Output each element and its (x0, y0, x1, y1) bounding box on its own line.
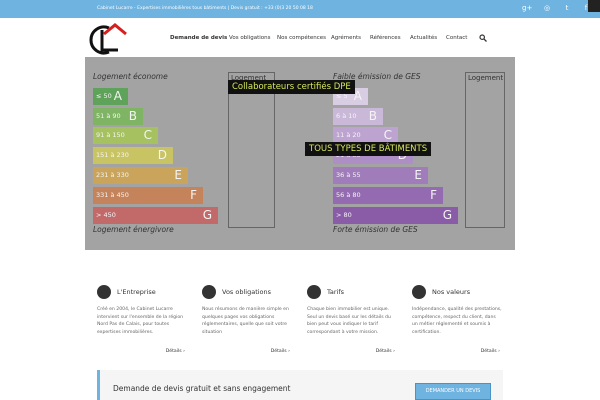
bar-letter: F (430, 188, 437, 202)
bar-range: 151 à 230 (96, 151, 129, 159)
energy-bar: > 450 G (93, 207, 218, 224)
nav-item[interactable]: Nos compétences (277, 35, 327, 41)
label-column: Logement (228, 72, 275, 228)
slide-caption: Collaborateurs certifiés DPE (228, 80, 355, 94)
energy-bar: 151 à 230 D (93, 147, 173, 164)
nav-item[interactable]: Références (370, 35, 401, 41)
bar-range: 11 à 20 (336, 131, 361, 139)
feature-icon (307, 285, 321, 299)
feature-link[interactable]: Détails › (165, 349, 185, 354)
energy-bar: 51 à 90 B (93, 108, 143, 125)
energy-bar: 91 à 150 C (93, 127, 158, 144)
feature-title[interactable]: Vos obligations (222, 288, 272, 296)
bar-range: 56 à 80 (336, 191, 361, 199)
bar-letter: B (128, 109, 137, 123)
bar-range: 6 à 10 (336, 112, 357, 120)
feature-text: Chaque bien immobilier est unique. Seul … (307, 307, 391, 335)
bar-range: > 80 (336, 211, 352, 219)
social-icon[interactable]: ◎ (543, 4, 551, 12)
social-icon[interactable]: t (565, 4, 569, 12)
energy-bar: > 80 G (333, 207, 458, 224)
bar-letter: G (202, 208, 212, 222)
feature-link[interactable]: Détails › (375, 349, 395, 354)
nav-item[interactable]: Vos obligations (229, 35, 271, 41)
logo[interactable] (85, 20, 133, 56)
top-bar: Cabinet Lucarre - Expertises immobilière… (0, 0, 600, 18)
bar-letter: C (143, 128, 152, 142)
bar-letter: F (190, 188, 197, 202)
feature-link[interactable]: Détails › (480, 349, 500, 354)
feature-title[interactable]: L'Entreprise (117, 288, 156, 296)
bar-range: ≤ 50 (96, 92, 112, 100)
top-bar-text: Cabinet Lucarre - Expertises immobilière… (97, 6, 313, 11)
feature-icon (97, 285, 111, 299)
feature-text: Nous résumons de manière simple en quelq… (202, 307, 289, 335)
bar-letter: A (113, 89, 122, 103)
bar-range: > 450 (96, 211, 116, 219)
energy-bar: 331 à 450 F (93, 187, 203, 204)
bar-range: ≤ 5 (336, 92, 348, 100)
label-column: Logement (465, 72, 505, 228)
energy-bar: 11 à 20 C (333, 127, 398, 144)
hero-slider: Logement économe Logement énergivore Log… (85, 57, 515, 250)
bar-letter: G (442, 208, 452, 222)
corner-toggle[interactable] (588, 0, 600, 12)
bar-letter: A (353, 89, 362, 103)
nav-item[interactable]: Agréments (331, 35, 362, 41)
social-icon[interactable]: g+ (522, 4, 533, 12)
label-top: Logement économe (93, 72, 168, 81)
feature-link[interactable]: Détails › (270, 349, 290, 354)
energy-bar: 231 à 330 E (93, 167, 188, 184)
feature-icon (202, 285, 216, 299)
cta-box: Demande de devis gratuit et sans engagem… (97, 370, 503, 400)
nav-item[interactable]: Contact (446, 35, 468, 41)
label-bottom: Forte émission de GES (333, 225, 418, 234)
bar-range: 51 à 90 (96, 112, 121, 120)
cta-button[interactable]: DEMANDER UN DEVIS (415, 383, 491, 400)
nav-item[interactable]: Demande de devis (170, 35, 228, 41)
label-bottom: Logement énergivore (93, 225, 174, 234)
bar-letter: C (383, 128, 392, 142)
bar-range: 91 à 150 (96, 131, 125, 139)
feature-text: Indépendance, qualité des prestations, c… (412, 307, 502, 335)
slide-caption: TOUS TYPES DE BÂTIMENTS (305, 142, 432, 156)
energy-bar: 36 à 55 E (333, 167, 428, 184)
energy-bar: 6 à 10 B (333, 108, 383, 125)
social-icon[interactable]: f (584, 4, 588, 12)
feature-text: Créé en 2004, le Cabinet Lucarre intervi… (97, 307, 184, 335)
feature-title[interactable]: Tarifs (327, 288, 345, 296)
cta-text: Demande de devis gratuit et sans engagem… (113, 384, 291, 393)
bar-range: 36 à 55 (336, 171, 361, 179)
bar-letter: E (414, 168, 422, 182)
nav-item[interactable]: Actualités (410, 35, 438, 41)
bar-letter: B (368, 109, 377, 123)
feature-icon (412, 285, 426, 299)
energy-bar: ≤ 50 A (93, 88, 128, 105)
label-top: Faible émission de GES (333, 72, 421, 81)
bar-range: 331 à 450 (96, 191, 129, 199)
feature-title[interactable]: Nos valeurs (432, 288, 471, 296)
energy-bar: 56 à 80 F (333, 187, 443, 204)
bar-range: 231 à 330 (96, 171, 129, 179)
bar-letter: D (157, 148, 167, 162)
bar-letter: E (174, 168, 182, 182)
search-icon[interactable] (479, 34, 487, 42)
